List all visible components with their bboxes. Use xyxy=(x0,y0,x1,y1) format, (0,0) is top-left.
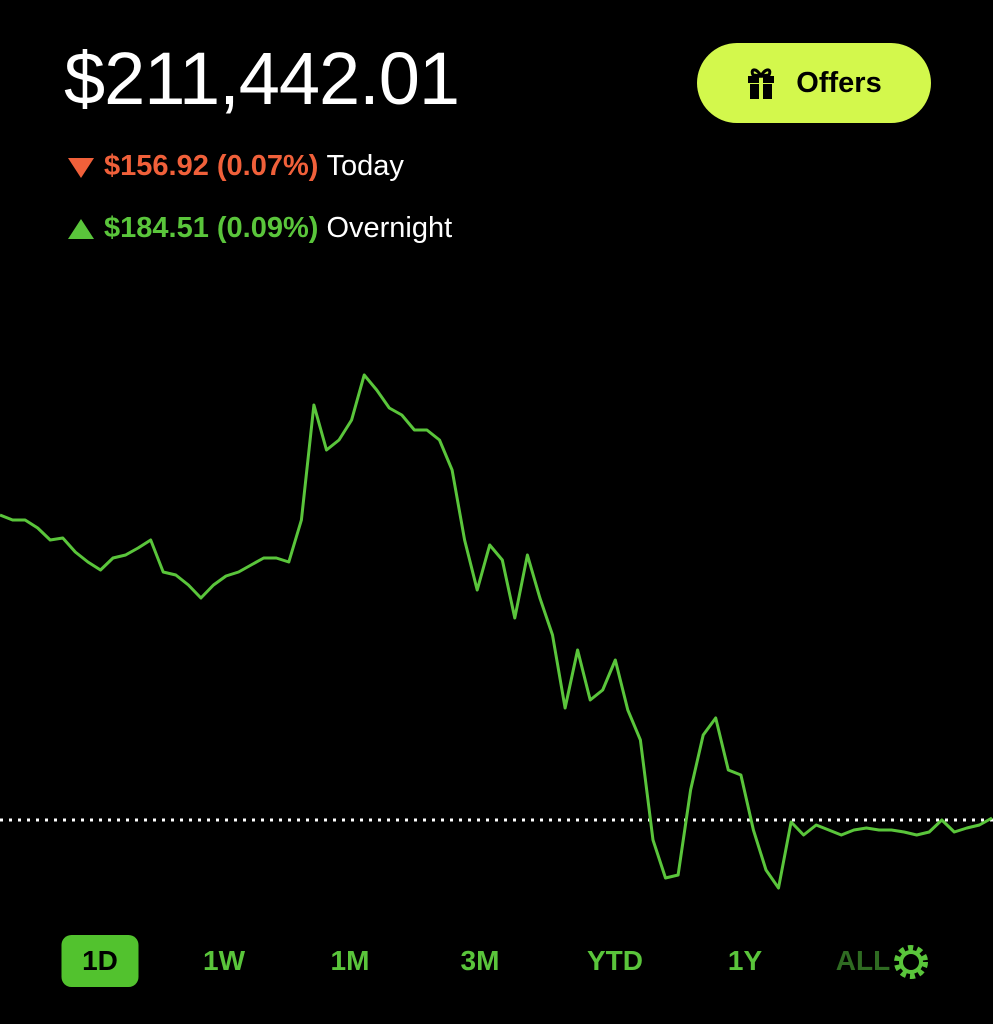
timeframe-tab[interactable]: 3M xyxy=(460,945,500,976)
gift-icon xyxy=(748,68,775,99)
down-arrow xyxy=(68,157,94,178)
overnight-row: $184.51 (0.09%) Overnight xyxy=(66,212,452,245)
timeframe-tab[interactable]: 1Y xyxy=(727,945,763,976)
up-arrow xyxy=(68,218,94,239)
price-line xyxy=(0,373,993,890)
overnight-label: Overnight xyxy=(326,212,453,244)
offers-label: Offers xyxy=(796,66,882,99)
timeframe-tab[interactable]: 1M xyxy=(330,945,370,976)
timeframe-tab[interactable]: YTD xyxy=(587,945,643,976)
timeframe-tabs: 1D 1W 1M 3M YTD 1Y ALL xyxy=(0,935,993,987)
portfolio-balance: $211,442.01 xyxy=(64,37,460,120)
today-label: Today xyxy=(326,150,404,182)
today-row: $156.92 (0.07%) Today xyxy=(66,150,404,183)
today-change: $156.92 (0.07%) xyxy=(104,150,319,182)
overnight-change: $184.51 (0.09%) xyxy=(104,212,319,244)
timeframe-tab[interactable]: ALL xyxy=(835,945,891,976)
offers-button[interactable]: Offers xyxy=(697,43,931,123)
timeframe-tab[interactable]: 1D xyxy=(61,935,139,987)
settings-icon[interactable] xyxy=(891,942,931,982)
timeframe-tab[interactable]: 1W xyxy=(203,945,245,976)
